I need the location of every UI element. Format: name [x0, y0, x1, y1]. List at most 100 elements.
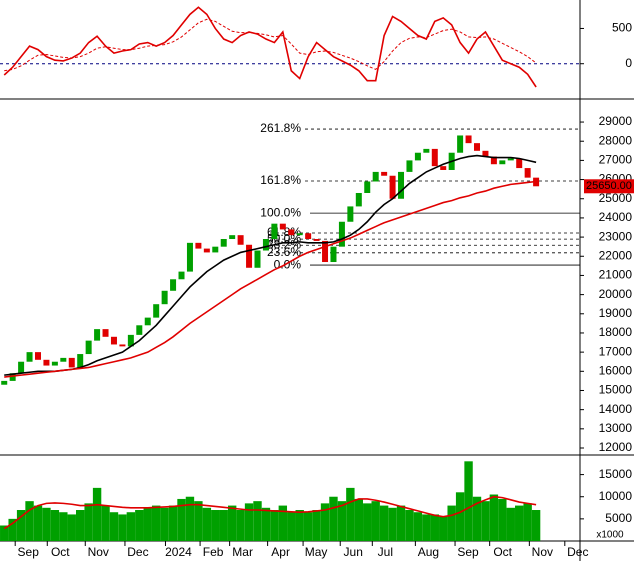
candle — [507, 158, 514, 161]
volume-bar — [498, 498, 507, 541]
candle — [313, 239, 320, 241]
volume-bar — [388, 507, 397, 541]
candle — [102, 329, 109, 337]
candle — [170, 279, 177, 291]
candle — [482, 150, 489, 157]
volume-bar — [515, 505, 524, 541]
last-price-box — [584, 179, 634, 194]
candle — [288, 229, 295, 236]
candle — [237, 235, 244, 245]
candle — [431, 148, 438, 167]
line-series — [3, 6, 537, 88]
y-tick-label: 15000 — [599, 467, 633, 481]
volume-bar — [278, 505, 288, 541]
x-tick-label: Dec — [567, 545, 588, 559]
candle — [398, 171, 405, 199]
candle — [516, 158, 523, 169]
candle — [262, 239, 269, 251]
volume-bar — [244, 503, 254, 541]
volume-bar — [143, 507, 152, 541]
y-tick-label: 24000 — [599, 210, 633, 224]
fib-label: 100.0% — [260, 205, 301, 219]
volume-bar — [261, 507, 271, 541]
y-tick-label: 0 — [625, 56, 632, 70]
fib-label: 0.0% — [274, 257, 302, 271]
volume-bar — [16, 510, 26, 541]
volume-bar — [202, 507, 212, 541]
y-tick-label: 20000 — [599, 287, 633, 301]
fib-label: 23.6% — [267, 245, 301, 259]
x-tick-label: Sep — [457, 545, 479, 559]
line-series — [3, 495, 537, 530]
candle — [229, 235, 236, 240]
unit-label: x1000 — [596, 530, 624, 541]
volume-bar — [295, 510, 304, 541]
volume-bar — [151, 505, 161, 541]
volume-bar — [8, 518, 17, 541]
candle — [203, 248, 210, 253]
volume-bar — [84, 503, 93, 541]
volume-bar — [447, 505, 456, 541]
candle — [440, 166, 447, 170]
line-series — [4, 154, 537, 376]
y-tick-label: 25000 — [599, 191, 633, 205]
candle — [355, 192, 362, 207]
volume-bar — [126, 512, 136, 541]
candle — [220, 239, 227, 247]
volume-bar — [253, 501, 262, 541]
candle — [372, 171, 379, 182]
candle — [85, 340, 92, 355]
volume-bar — [33, 505, 43, 541]
candle — [296, 233, 303, 236]
candle — [465, 135, 472, 144]
volume-bar — [177, 498, 186, 541]
line-series — [4, 180, 537, 378]
x-tick-label: Mar — [232, 545, 253, 559]
candle — [322, 240, 329, 263]
candle — [389, 175, 396, 199]
volume-bar — [67, 514, 76, 541]
volume-bar — [270, 510, 279, 541]
candle — [9, 373, 16, 381]
x-tick-label: Jul — [378, 545, 393, 559]
x-tick-label: May — [305, 545, 328, 559]
candle — [136, 325, 143, 335]
volume-bar — [439, 516, 448, 541]
volume-bar — [194, 501, 203, 541]
volume-bar — [211, 510, 220, 541]
candle — [34, 352, 41, 360]
candle — [178, 271, 185, 280]
y-tick-label: 22000 — [599, 248, 633, 262]
candle — [43, 359, 50, 366]
x-tick-label: 2024 — [165, 545, 192, 559]
y-tick-label: 21000 — [599, 268, 633, 282]
candle — [144, 317, 151, 326]
candle — [347, 206, 354, 222]
volume-bar — [413, 512, 423, 541]
volume-bar — [346, 487, 355, 541]
y-tick-label: 19000 — [599, 306, 633, 320]
volume-bar — [219, 510, 228, 541]
last-price-label: 25650.00 — [586, 180, 632, 192]
candle — [60, 357, 67, 362]
volume-bar — [101, 505, 110, 541]
volume-bar — [168, 505, 178, 541]
volume-bar — [422, 514, 431, 541]
y-tick-label: 12000 — [599, 440, 633, 454]
volume-bar — [0, 525, 9, 541]
candle — [1, 380, 8, 385]
candle — [18, 361, 25, 374]
volume-bar — [42, 507, 51, 541]
x-tick-label: Oct — [493, 545, 512, 559]
volume-bar — [59, 512, 68, 541]
candle — [499, 160, 506, 165]
y-tick-label: 16000 — [599, 363, 633, 377]
x-tick-label: Dec — [127, 545, 148, 559]
y-tick-label: 13000 — [599, 421, 633, 435]
y-tick-label: 28000 — [599, 133, 633, 147]
volume-bar — [363, 503, 372, 541]
y-tick-label: 17000 — [599, 344, 633, 358]
volume-bar — [118, 514, 127, 541]
x-tick-label: Sep — [18, 545, 40, 559]
y-tick-label: 5000 — [605, 511, 632, 525]
